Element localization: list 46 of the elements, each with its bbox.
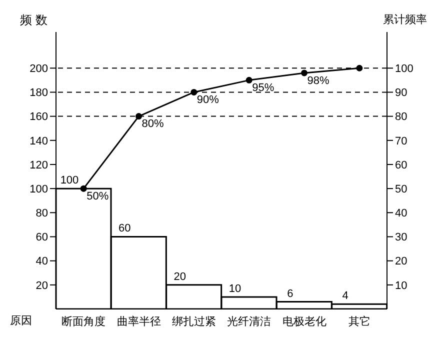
y2-tick-label: 100 <box>395 63 414 76</box>
x-tick-label: 光纤清洁 <box>227 314 272 328</box>
y-tick-label: 160 <box>30 111 48 124</box>
data-label: 6 <box>287 288 294 300</box>
y-tick-label: 200 <box>30 63 48 76</box>
y-tick-label: 100 <box>30 183 48 196</box>
x-tick-label: 绑扎过紧 <box>172 314 216 328</box>
y2-tick-label: 70 <box>395 135 408 148</box>
y-tick-label: 120 <box>30 159 48 172</box>
y-tick-label: 80 <box>36 208 48 220</box>
y-axis-title: 频 数 <box>20 12 48 29</box>
data-label: 80% <box>142 118 164 130</box>
x-axis-title: 原因 <box>10 314 32 328</box>
y2-tick-label: 20 <box>395 256 408 268</box>
y2-tick-label: 10 <box>395 280 408 292</box>
data-label: 4 <box>342 290 348 302</box>
point <box>246 76 252 84</box>
y2-tick-label: 30 <box>395 232 408 244</box>
point <box>356 64 363 72</box>
y-tick-label: 20 <box>36 280 48 292</box>
data-label: 10 <box>228 282 242 295</box>
x-tick-label: 其它 <box>348 314 370 328</box>
y-tick-label: 180 <box>30 87 48 100</box>
point <box>80 185 87 192</box>
y2-tick-label: 50 <box>395 183 408 196</box>
data-label: 95% <box>252 82 274 94</box>
data-label: 60 <box>118 222 131 235</box>
y-tick-label: 40 <box>36 256 48 268</box>
data-label: 20 <box>174 270 186 283</box>
x-tick-label: 电极老化 <box>282 314 326 328</box>
data-label: 100 <box>60 174 79 187</box>
data-label: 98% <box>307 74 330 87</box>
point <box>301 70 308 76</box>
y2-tick-label: 40 <box>395 208 408 220</box>
data-label: 90% <box>196 94 220 106</box>
point <box>136 113 142 120</box>
x-tick-label: 曲率半径 <box>116 314 161 328</box>
y2-tick-label: 90 <box>395 87 408 100</box>
y2-tick-label: 80 <box>395 111 408 124</box>
data-label: 50% <box>86 190 109 202</box>
y-tick-label: 140 <box>30 135 48 148</box>
y-tick-label: 60 <box>36 232 48 244</box>
y2-tick-label: 60 <box>395 159 408 172</box>
x-tick-label: 断面角度 <box>62 314 106 328</box>
point <box>190 88 198 96</box>
y2-axis-title: 累计频率 <box>383 12 427 27</box>
